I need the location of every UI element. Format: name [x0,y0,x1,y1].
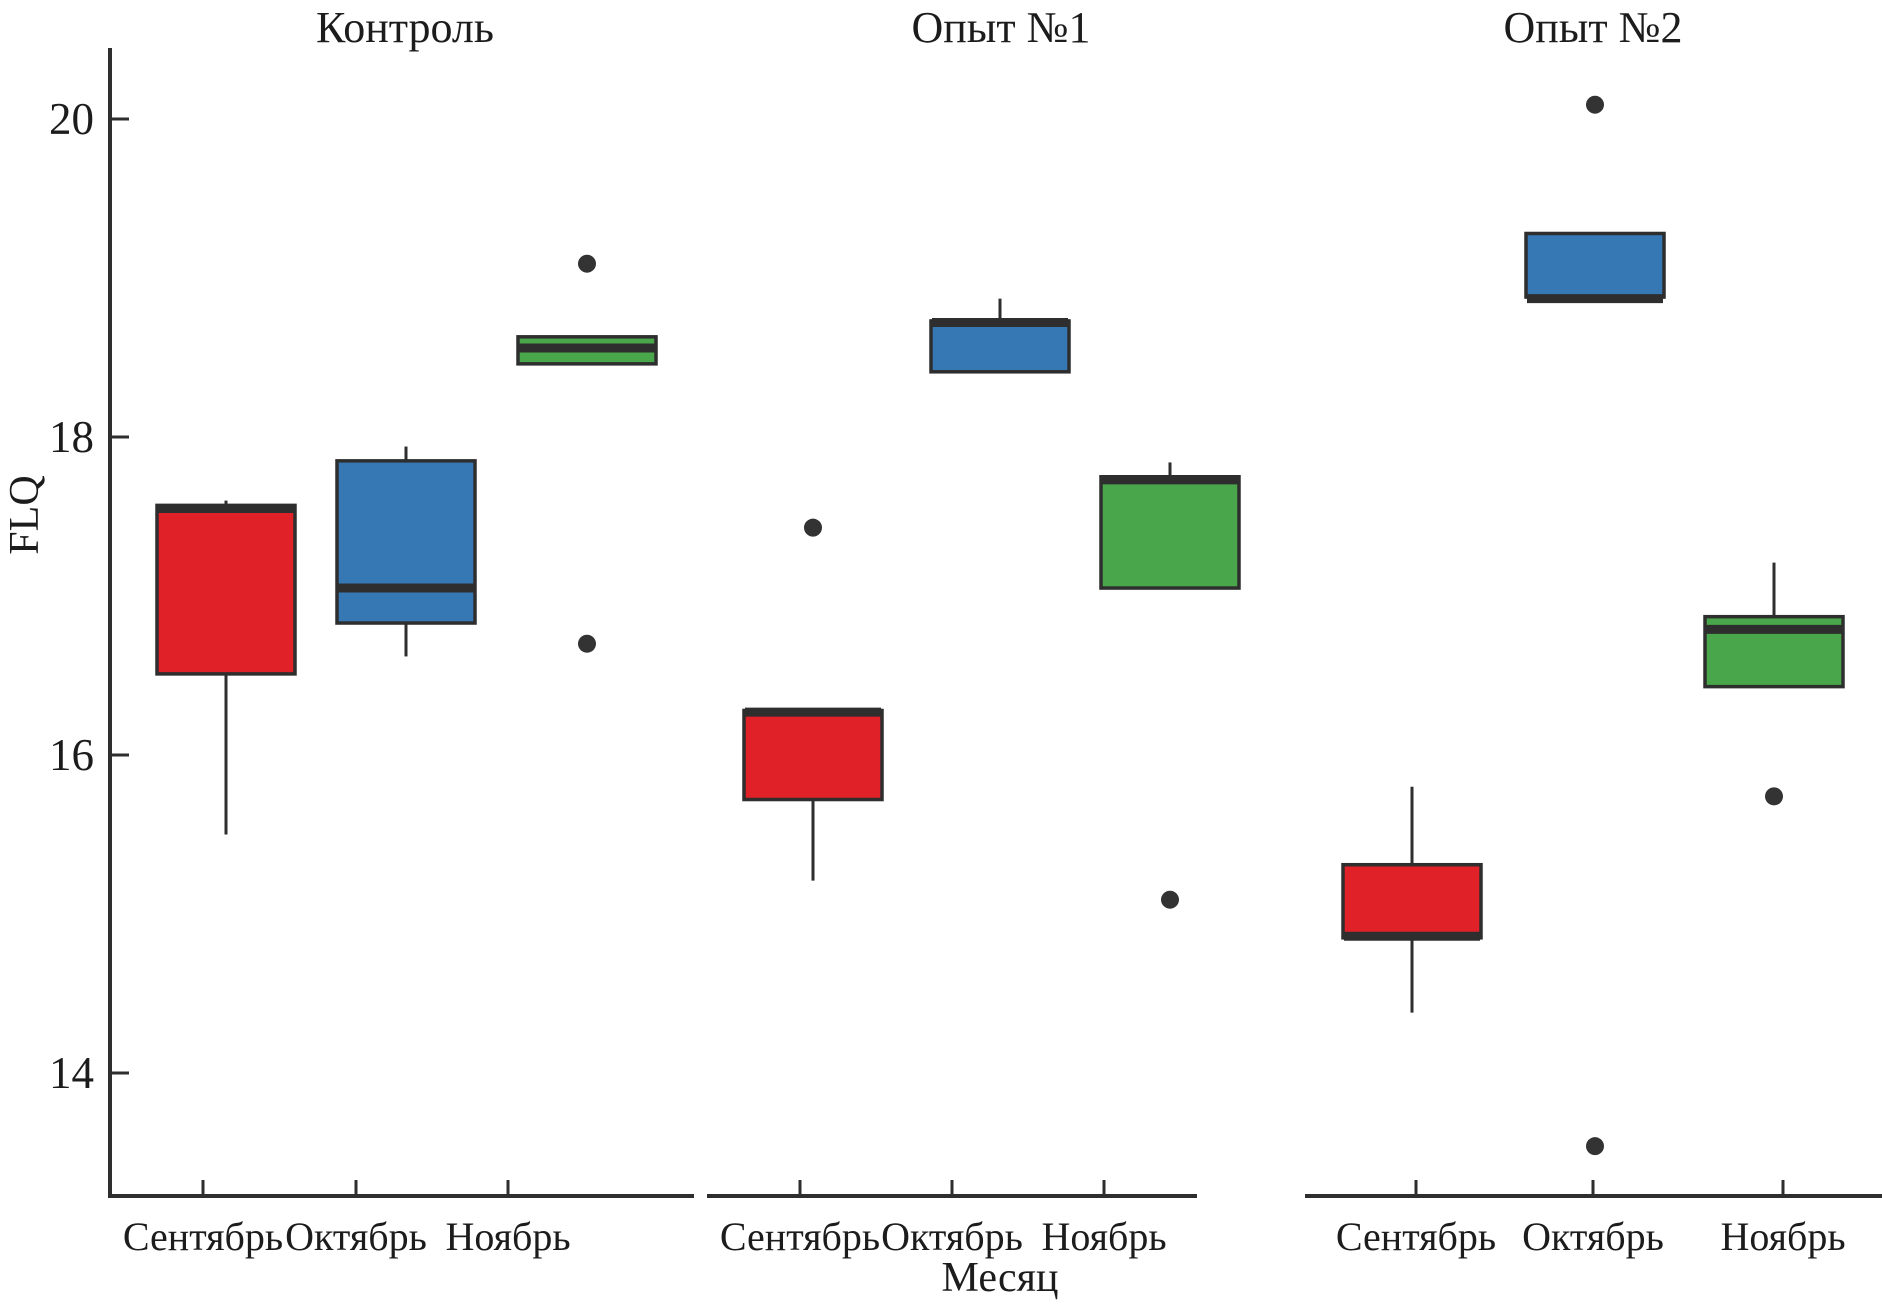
box-p2-2 [929,319,1071,374]
panel-title-experiment-1: Опыт №1 [911,3,1091,52]
x-tick-label-p2-2: Октябрь [881,1214,1023,1259]
outlier-p1-3-1 [578,254,596,273]
outlier-p3-2-2 [1586,1137,1604,1156]
x-tick-label-p1-1: Сентябрь [122,1214,284,1259]
outlier-p2-1-1 [804,518,822,537]
box-p1-2 [335,459,477,625]
y-tick-label-20: 20 [49,94,94,144]
outlier-p1-3-2 [578,634,596,653]
x-tick-label-p3-3: Ноябрь [1720,1214,1846,1259]
x-tick-label-p1-3: Ноябрь [445,1214,571,1259]
box-p2-1 [742,708,884,802]
box-p1-1 [155,503,297,676]
box-p3-2 [1524,231,1666,299]
x-tick-label-p3-1: Сентябрь [1335,1214,1497,1259]
y-axis-title: FLQ [2,475,48,555]
box-p3-1 [1341,862,1483,940]
y-tick-label-14: 14 [49,1048,94,1098]
panel-title-experiment-2: Опыт №2 [1503,3,1683,52]
outlier-p2-3-1 [1161,890,1179,909]
x-tick-label-p3-2: Октябрь [1522,1214,1664,1259]
box-p2-3 [1099,475,1241,590]
y-tick-label-18: 18 [49,412,94,462]
panel-title-control: Контроль [316,3,494,52]
outlier-p3-3-1 [1765,787,1783,806]
x-axis-title: Месяц [941,1255,1059,1301]
y-tick-label-16: 16 [49,730,94,780]
x-tick-label-p2-1: Сентябрь [719,1214,881,1259]
outlier-p3-2-1 [1586,95,1604,114]
x-tick-label-p2-3: Ноябрь [1041,1214,1167,1259]
x-tick-label-p1-2: Октябрь [285,1214,427,1259]
